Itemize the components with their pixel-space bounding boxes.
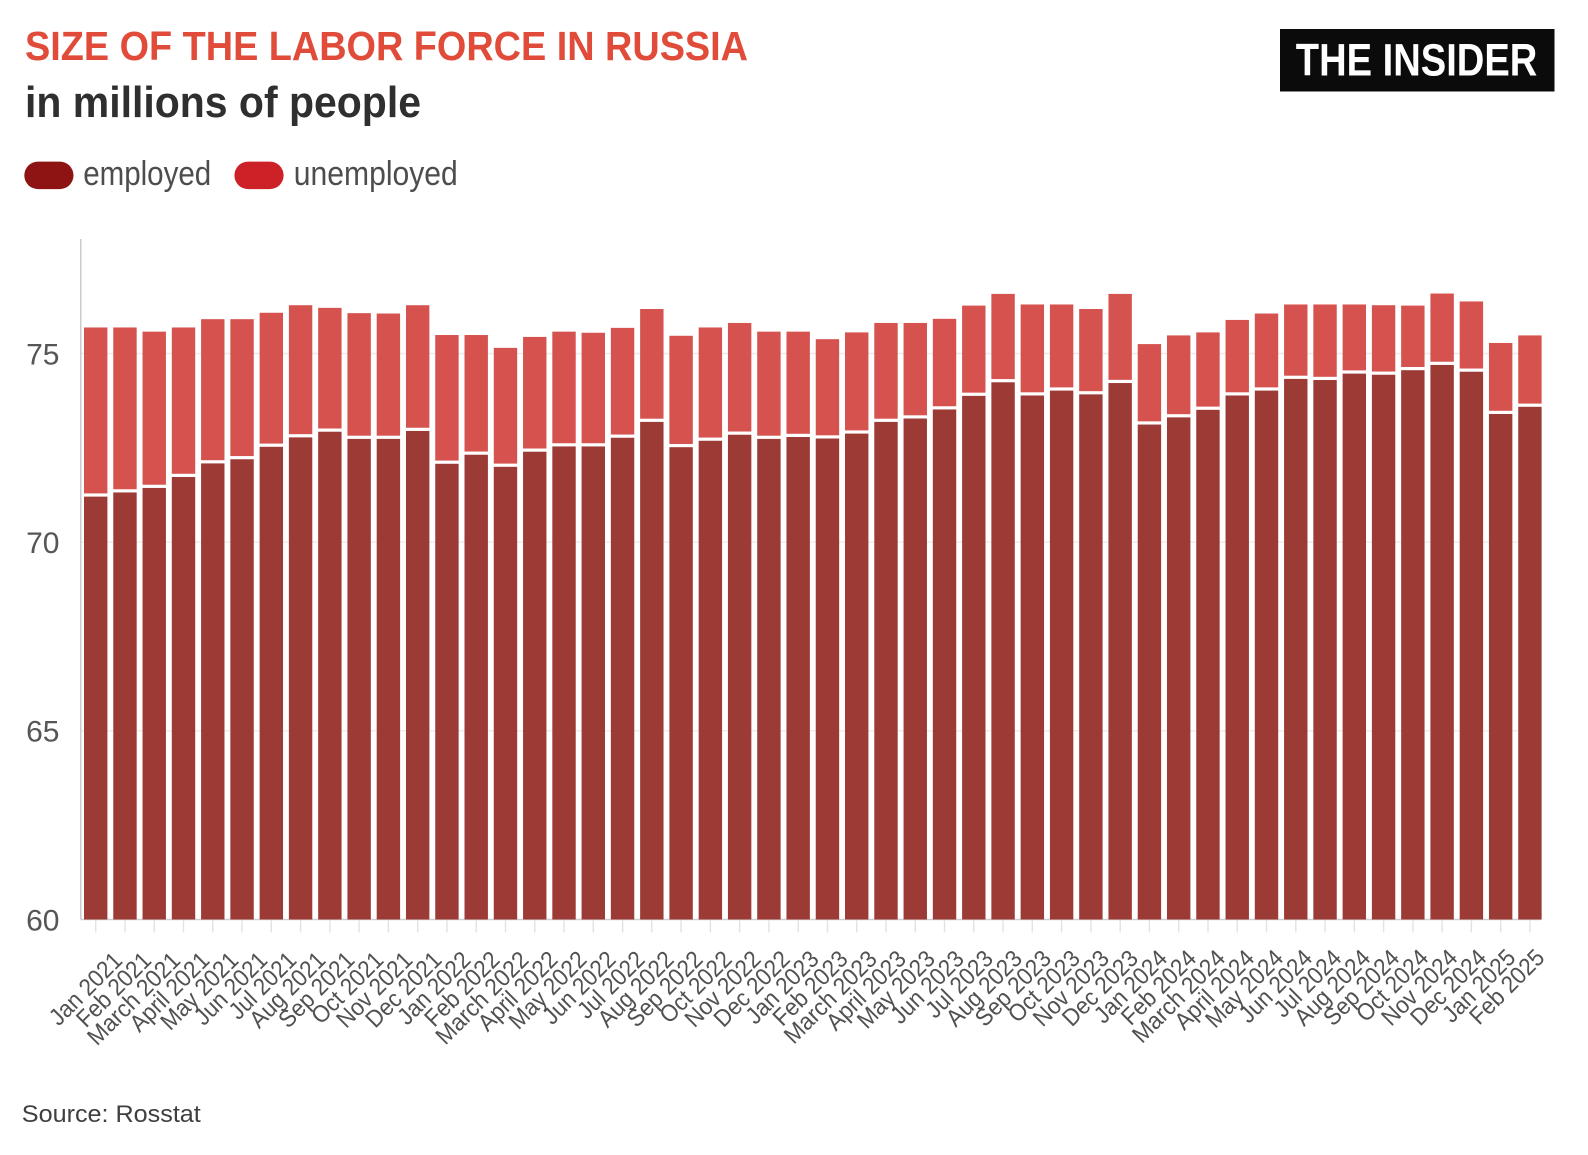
svg-text:Source: Rosstat: Source: Rosstat [22,1101,201,1128]
svg-text:employed: employed [83,155,211,193]
svg-text:65: 65 [26,716,59,749]
svg-text:70: 70 [26,527,59,560]
svg-text:SIZE OF THE LABOR FORCE IN RUS: SIZE OF THE LABOR FORCE IN RUSSIA [25,23,748,69]
svg-text:unemployed: unemployed [294,155,458,193]
svg-text:in millions of people: in millions of people [25,78,421,127]
svg-text:75: 75 [26,338,59,371]
svg-text:THE INSIDER: THE INSIDER [1296,35,1538,86]
svg-text:60: 60 [26,904,59,937]
